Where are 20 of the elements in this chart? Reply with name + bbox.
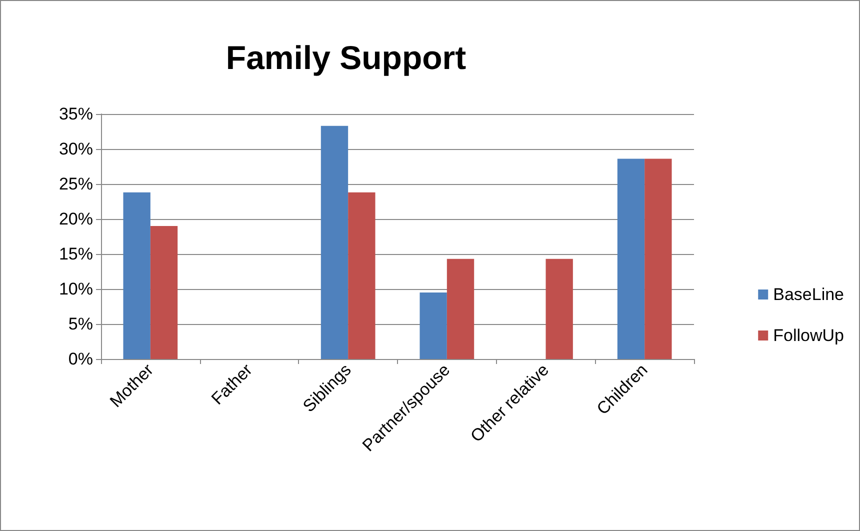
y-tick-label: 25% xyxy=(58,174,93,194)
y-tick-label: 30% xyxy=(58,140,93,158)
y-tick-label: 5% xyxy=(68,314,93,334)
y-tick-label: 20% xyxy=(58,210,93,228)
bar xyxy=(644,158,672,359)
bar xyxy=(150,226,178,359)
bar xyxy=(320,126,348,359)
legend-label: BaseLine xyxy=(773,285,844,304)
legend-label: FollowUp xyxy=(773,326,844,345)
chart-title: Family Support xyxy=(226,39,466,76)
bar xyxy=(446,258,474,359)
bar xyxy=(420,292,447,359)
y-tick-label: 0% xyxy=(68,350,93,368)
bar xyxy=(546,258,573,359)
bar xyxy=(617,158,645,359)
bar xyxy=(348,192,376,359)
bar xyxy=(123,192,150,359)
y-tick-label: 15% xyxy=(58,244,93,264)
y-tick-label: 10% xyxy=(58,280,93,298)
y-tick-label: 35% xyxy=(58,104,93,124)
